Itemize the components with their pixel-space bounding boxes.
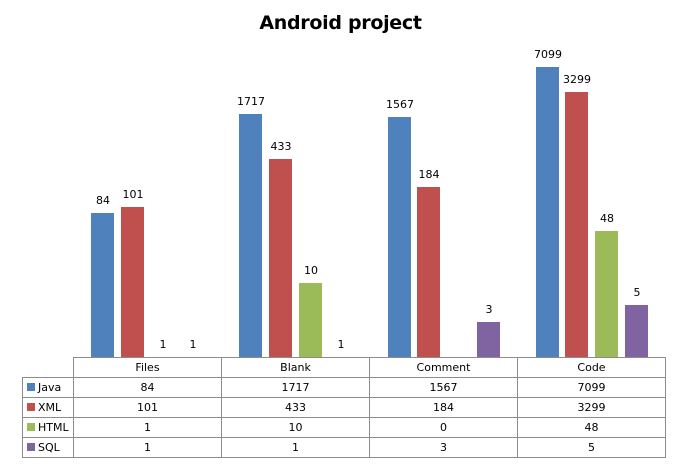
table-row-xml: XML 101 433 184 3299 [22, 397, 666, 418]
bar [388, 117, 411, 357]
table-row-sql: SQL 1 1 3 5 [22, 437, 666, 458]
legend-swatch-xml [27, 403, 35, 411]
bar [565, 92, 588, 357]
table-row-java: Java 84 1717 1567 7099 [22, 377, 666, 398]
legend-swatch-html [27, 423, 35, 431]
legend-java: Java [22, 377, 74, 398]
legend-html: HTML [22, 417, 74, 438]
bar [625, 305, 648, 357]
data-label: 5 [633, 286, 641, 299]
table-cell: 3 [369, 437, 518, 458]
table-cell: 433 [221, 397, 370, 418]
table-cell: 10 [221, 417, 370, 438]
data-label: 3299 [563, 73, 591, 86]
data-label: 48 [600, 212, 614, 225]
data-label: 433 [270, 140, 292, 153]
bar [121, 207, 144, 357]
bar [269, 159, 292, 357]
data-label: 3 [485, 303, 493, 316]
legend-label-sql: SQL [38, 441, 60, 454]
legend-swatch-sql [27, 443, 35, 451]
data-label: 1 [189, 338, 197, 351]
table-cell: 7099 [517, 377, 666, 398]
bar [91, 213, 114, 357]
table-cell: 1 [221, 437, 370, 458]
bar [299, 283, 322, 357]
legend-swatch-java [27, 383, 35, 391]
table-cell: 1567 [369, 377, 518, 398]
table-header-files: Files [73, 357, 222, 378]
table-cell: 184 [369, 397, 518, 418]
data-label: 84 [96, 194, 110, 207]
table-cell: 1717 [221, 377, 370, 398]
bar [239, 114, 262, 357]
data-table: Files Blank Comment Code Java 84 1717 15… [22, 357, 666, 458]
table-cell: 3299 [517, 397, 666, 418]
table-cell: 101 [73, 397, 222, 418]
table-cell: 84 [73, 377, 222, 398]
legend-label-html: HTML [38, 421, 69, 434]
data-label: 1717 [237, 95, 265, 108]
data-label: 101 [122, 188, 144, 201]
data-label: 1 [337, 338, 345, 351]
data-label: 1567 [386, 98, 414, 111]
bar [536, 67, 559, 357]
bar [477, 322, 500, 357]
table-header-comment: Comment [369, 357, 518, 378]
table-corner [22, 357, 74, 378]
table-cell: 0 [369, 417, 518, 438]
legend-sql: SQL [22, 437, 74, 458]
data-label: 7099 [534, 48, 562, 61]
table-cell: 5 [517, 437, 666, 458]
table-cell: 1 [73, 437, 222, 458]
legend-xml: XML [22, 397, 74, 418]
table-header-code: Code [517, 357, 666, 378]
plot-area: 84 101 1 1 1717 433 10 1 1567 184 3 7099 3299 48 5 [91, 48, 648, 357]
table-header-blank: Blank [221, 357, 370, 378]
bar [417, 187, 440, 357]
table-row-html: HTML 1 10 0 48 [22, 417, 666, 438]
data-label: 10 [304, 264, 318, 277]
legend-label-xml: XML [38, 401, 62, 414]
table-cell: 1 [73, 417, 222, 438]
legend-label-java: Java [38, 381, 62, 394]
data-label: 1 [159, 338, 167, 351]
table-header-row: Files Blank Comment Code [22, 357, 666, 378]
chart-title: Android project [259, 12, 422, 34]
bar [595, 231, 618, 357]
data-label: 184 [418, 168, 440, 181]
table-cell: 48 [517, 417, 666, 438]
